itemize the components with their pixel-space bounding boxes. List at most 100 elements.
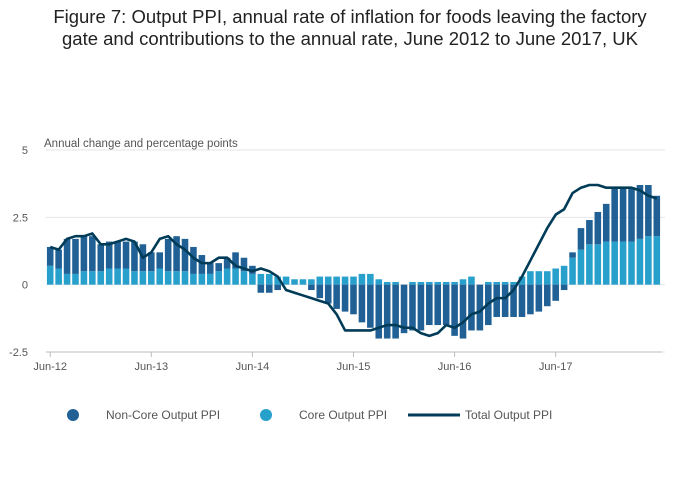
x-tick-label: Jun-13 — [134, 361, 168, 373]
bar-non-core — [358, 284, 366, 323]
bar-non-core — [164, 238, 172, 272]
bar-core — [164, 271, 172, 285]
bar-non-core — [308, 284, 315, 291]
bar-non-core — [173, 236, 180, 272]
bar-non-core — [645, 185, 652, 237]
bar-core — [527, 271, 534, 285]
bar-core — [501, 281, 509, 285]
bar-non-core — [518, 284, 526, 317]
bar-core — [611, 241, 618, 285]
bar-non-core — [586, 220, 593, 245]
bar-non-core — [510, 284, 517, 317]
bar-core — [383, 281, 391, 285]
y-tick-label: -2.5 — [9, 347, 28, 359]
bar-non-core — [80, 236, 88, 272]
bar-core — [72, 273, 79, 285]
bar-non-core — [476, 284, 484, 331]
bar-core — [206, 273, 214, 285]
bar-non-core — [375, 284, 383, 339]
bar-non-core — [341, 284, 349, 312]
bar-core — [586, 244, 593, 285]
bar-non-core — [468, 284, 475, 331]
bar-non-core — [97, 244, 105, 272]
bar-core — [190, 273, 197, 285]
x-tick-label: Jun-15 — [337, 361, 371, 373]
bar-core — [63, 273, 71, 285]
bar-core — [493, 281, 501, 285]
bar-non-core — [442, 284, 450, 326]
bar-non-core — [400, 284, 408, 334]
bar-core — [577, 249, 585, 285]
bar-core — [392, 281, 399, 285]
bar-core — [316, 276, 324, 285]
bar-core — [215, 271, 222, 285]
x-axis: Jun-12 Jun-13 Jun-14 Jun-15 Jun-16 Jun-17 — [33, 351, 662, 373]
bar-core — [299, 279, 307, 285]
y-tick-label: 5 — [22, 145, 28, 157]
bar-core — [89, 271, 96, 285]
bar-non-core — [636, 185, 644, 239]
bar-non-core — [257, 284, 265, 293]
x-tick-label: Jun-16 — [438, 361, 472, 373]
bar-core — [358, 273, 366, 285]
bar-non-core — [417, 284, 425, 331]
bar-core — [367, 273, 374, 285]
bar-core — [636, 238, 644, 285]
bar-core — [645, 236, 652, 285]
bar-core — [324, 276, 332, 285]
bar-core — [535, 271, 543, 285]
bar-non-core — [493, 284, 501, 317]
bar-core — [560, 265, 568, 285]
bar-core — [265, 273, 273, 285]
bar-core — [282, 276, 290, 285]
bar-core — [628, 241, 635, 285]
bar-core — [442, 281, 450, 285]
y-tick-label: 0 — [22, 280, 28, 292]
legend-label-total: Total Output PPI — [465, 408, 552, 422]
bar-non-core — [367, 284, 374, 328]
bar-core — [97, 271, 105, 285]
bar-non-core — [206, 263, 214, 274]
bar-non-core — [552, 284, 559, 301]
bar-core — [274, 276, 281, 285]
bar-core — [485, 281, 492, 285]
bar-non-core — [383, 284, 391, 339]
bar-non-core — [223, 257, 231, 269]
bar-core — [257, 273, 265, 285]
bar-non-core — [324, 284, 332, 304]
bar-non-core — [451, 284, 458, 336]
bar-non-core — [55, 249, 62, 269]
bar-non-core — [426, 284, 433, 326]
chart-title-line-2: gate and contributions to the annual rat… — [62, 28, 638, 49]
chart-title-line-1: Figure 7: Output PPI, annual rate of inf… — [53, 6, 647, 27]
bar-core — [602, 241, 610, 285]
bar-non-core — [392, 284, 399, 339]
bar-core — [459, 279, 467, 285]
bar-non-core — [265, 284, 273, 293]
bar-non-core — [131, 241, 138, 272]
bar-non-core — [274, 284, 281, 291]
bar-core — [55, 268, 62, 285]
bar-non-core — [434, 284, 442, 326]
y-axis-title: Annual change and percentage points — [44, 138, 238, 150]
bar-non-core — [350, 284, 357, 315]
bar-core — [375, 279, 383, 285]
bar-non-core — [594, 211, 602, 245]
bar-non-core — [114, 241, 121, 269]
bar-non-core — [577, 228, 585, 250]
bar-non-core — [543, 284, 551, 307]
bar-core — [148, 271, 155, 285]
bar-non-core — [148, 252, 155, 272]
chart-title: Figure 7: Output PPI, annual rate of inf… — [0, 6, 700, 50]
bar-non-core — [190, 246, 197, 274]
bar-core — [333, 276, 340, 285]
bar-core — [619, 241, 627, 285]
bar-core — [434, 281, 442, 285]
bar-core — [198, 273, 206, 285]
legend-swatch-core — [260, 409, 272, 421]
bar-non-core — [46, 246, 54, 266]
bar-core — [417, 281, 425, 285]
bar-core — [240, 271, 248, 285]
bar-core — [232, 268, 239, 285]
